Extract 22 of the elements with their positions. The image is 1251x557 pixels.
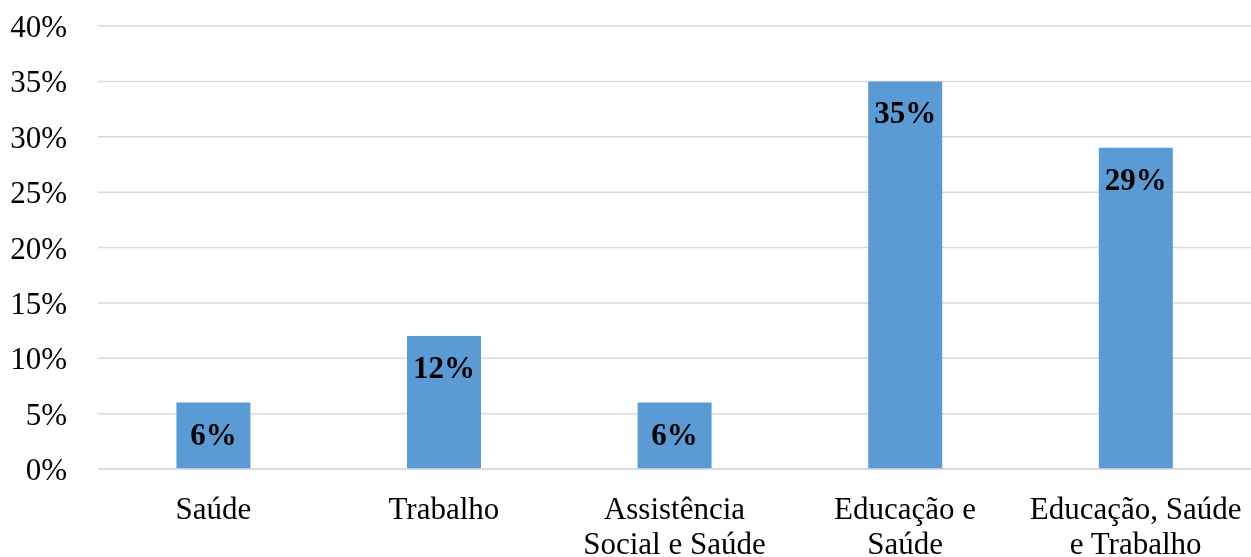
y-tick-label: 30% xyxy=(10,119,67,155)
y-tick-label: 5% xyxy=(25,396,67,432)
y-tick-label: 35% xyxy=(10,64,67,100)
x-tick-label: Trabalho xyxy=(388,491,500,526)
y-tick-label: 25% xyxy=(10,175,67,211)
y-tick-label: 20% xyxy=(10,230,67,266)
x-tick-label: Saúde xyxy=(175,491,252,526)
data-label: 6% xyxy=(651,416,698,452)
x-tick-label: Educação, Saúde e Trabalho xyxy=(1029,491,1242,557)
data-label: 6% xyxy=(190,416,237,452)
data-label: 29% xyxy=(1104,161,1167,197)
y-tick-label: 0% xyxy=(25,452,67,488)
y-tick-label: 40% xyxy=(10,9,67,45)
x-tick-label: Assistência Social e Saúde xyxy=(583,491,766,557)
bar xyxy=(868,81,943,469)
bar xyxy=(1098,147,1173,469)
y-tick-label: 15% xyxy=(10,285,67,321)
bar xyxy=(407,336,481,469)
data-label: 35% xyxy=(874,95,937,131)
y-tick-label: 10% xyxy=(10,341,67,377)
x-tick-label: Educação e Saúde xyxy=(834,491,977,557)
data-label: 12% xyxy=(413,350,475,386)
